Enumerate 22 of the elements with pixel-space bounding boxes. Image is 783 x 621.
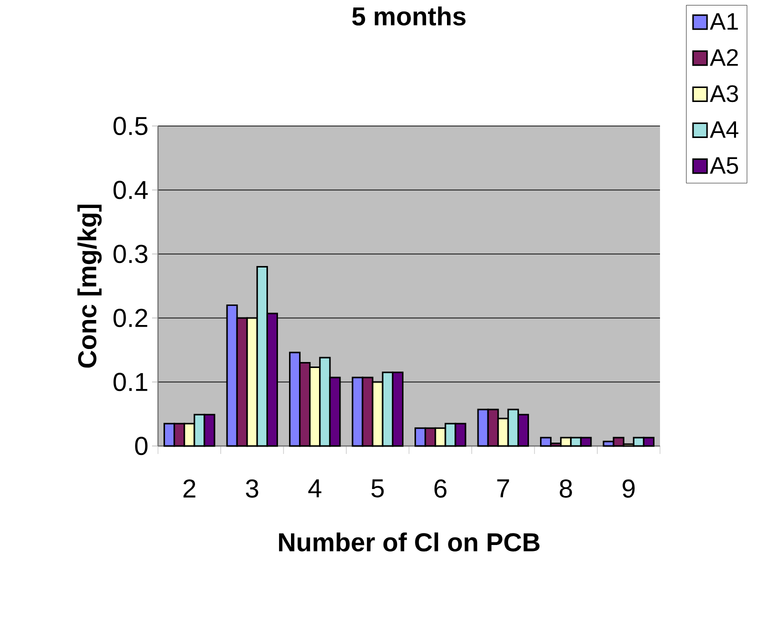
y-tick-label: 0	[135, 436, 148, 456]
y-tick-label: 0.1	[114, 372, 148, 392]
legend-label: A1	[710, 13, 738, 30]
y-axis-title: Conc [mg/kg]	[77, 204, 102, 368]
legend-label: A5	[710, 157, 738, 174]
y-tick-label: 0.5	[114, 116, 148, 136]
y-tick-label: 0.3	[114, 244, 148, 264]
chart-title: 5 months	[352, 6, 466, 26]
x-axis-title: Number of Cl on PCB	[279, 532, 540, 552]
x-tick-label: 4	[308, 479, 322, 498]
x-tick-label: 7	[497, 479, 510, 498]
x-tick-label: 3	[246, 479, 258, 498]
y-tick-label: 0.2	[114, 308, 148, 328]
legend-label: A4	[710, 121, 738, 138]
legend-label: A3	[710, 85, 738, 102]
x-tick-label: 6	[434, 479, 446, 498]
x-tick-label: 5	[371, 479, 384, 498]
x-tick-label: 2	[183, 479, 196, 498]
x-tick-label: 8	[560, 479, 572, 498]
y-tick-label: 0.4	[114, 180, 148, 200]
legend-label: A2	[710, 49, 738, 66]
x-tick-label: 9	[622, 479, 635, 498]
